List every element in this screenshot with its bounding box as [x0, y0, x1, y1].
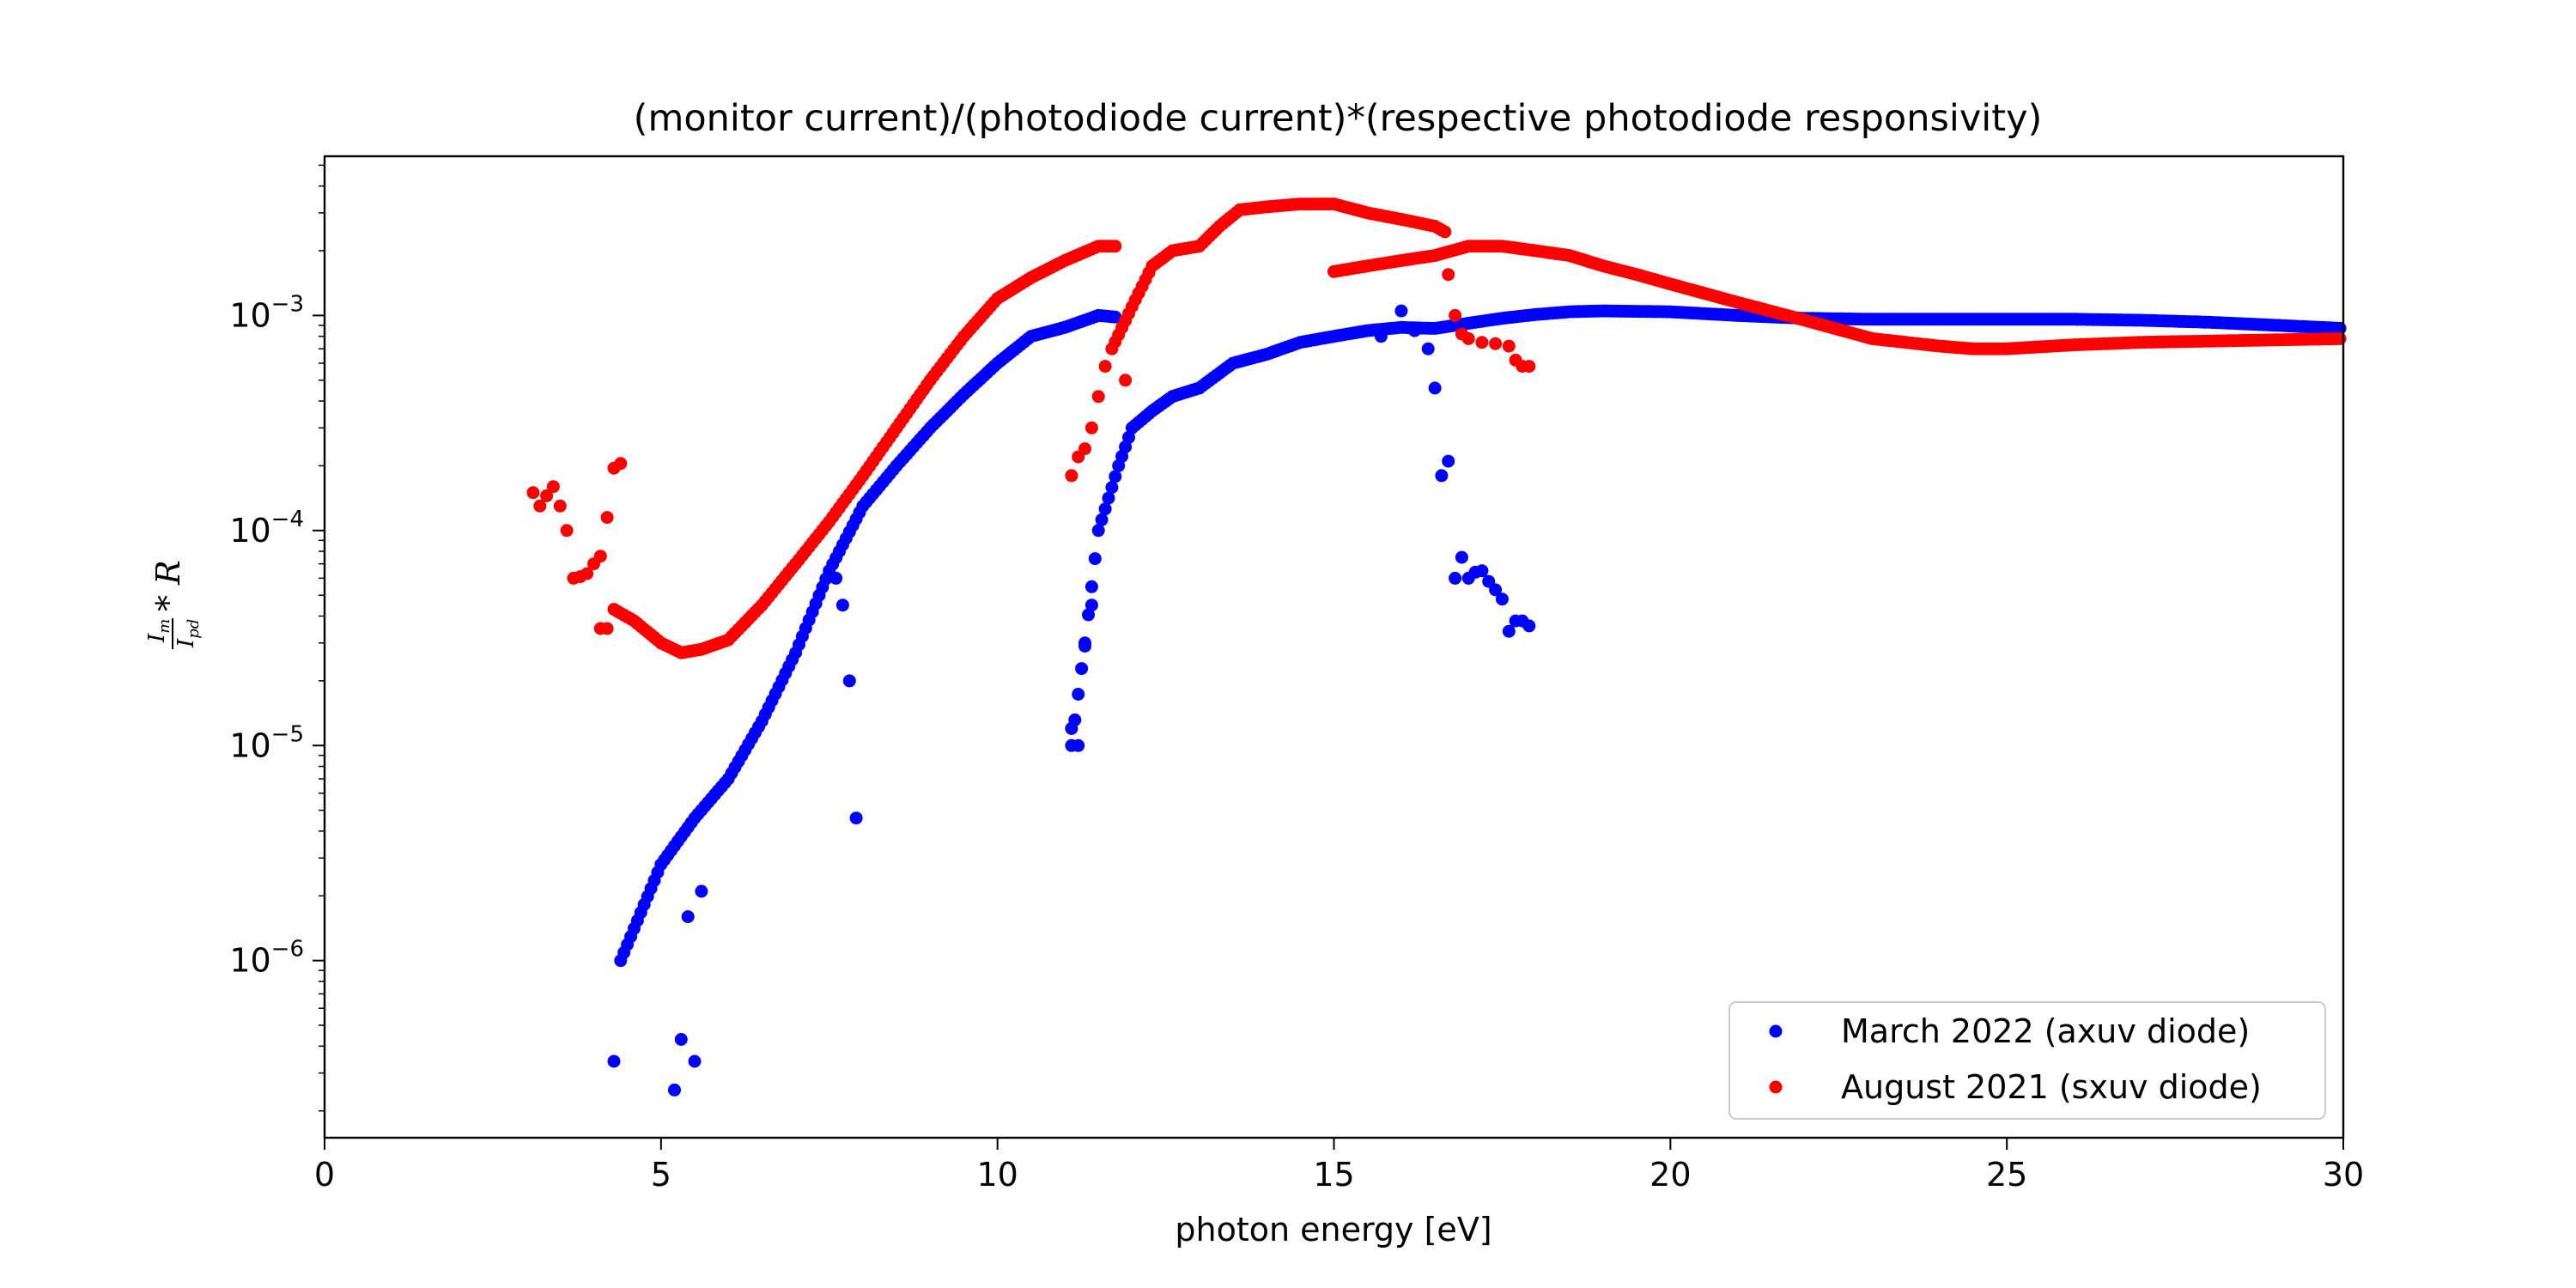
data-point: [1374, 330, 1388, 343]
data-point: [1428, 381, 1442, 395]
data-point: [681, 910, 695, 924]
series-0-points: [607, 304, 2347, 1097]
data-point: [1105, 481, 1119, 495]
x-tick-label: 5: [651, 1156, 671, 1194]
data-point: [849, 811, 863, 825]
data-point: [1449, 571, 1462, 585]
data-point: [1084, 598, 1098, 612]
data-point: [1438, 225, 1452, 239]
y-axis-ticks: 10−6 10−5 10−4 10−3: [229, 164, 325, 1112]
data-point: [1102, 491, 1115, 505]
data-point: [688, 1054, 702, 1068]
x-tick-label: 30: [2323, 1156, 2364, 1194]
y-tick-label: 10−6: [229, 937, 304, 980]
y-tick-label: 10−4: [229, 507, 304, 550]
y-axis-label: Im Ipd * R: [144, 560, 203, 649]
data-point: [580, 567, 594, 580]
data-point: [1502, 624, 1516, 638]
data-point: [1109, 240, 1122, 253]
data-point: [1495, 592, 1509, 606]
data-point: [1408, 324, 1421, 337]
data-point: [1449, 308, 1462, 322]
data-point: [614, 457, 628, 471]
x-tick-label: 10: [976, 1156, 1018, 1194]
data-point: [674, 1033, 688, 1046]
legend-box: [1728, 1001, 2326, 1120]
y-tick-label: 10−3: [229, 291, 304, 334]
x-axis-ticks: 0 5 10 15 20 25 30: [314, 1138, 2364, 1194]
data-point: [1078, 442, 1091, 456]
data-point: [1065, 721, 1078, 735]
legend-label-march: March 2022 (axuv diode): [1841, 1012, 2250, 1050]
data-point: [560, 524, 574, 538]
data-point: [1455, 550, 1468, 564]
series-1-points: [526, 197, 2347, 659]
y-label-numerator: Im: [144, 619, 173, 643]
x-tick-label: 0: [314, 1156, 335, 1194]
data-point: [1475, 564, 1489, 578]
data-point: [2333, 332, 2347, 345]
y-tick-label: 10−5: [229, 721, 304, 764]
y-label-tail: * R: [149, 560, 187, 611]
data-point: [1072, 738, 1085, 752]
data-point: [1421, 342, 1435, 355]
x-tick-label: 25: [1986, 1156, 2027, 1194]
data-point: [540, 489, 554, 502]
data-point: [1095, 513, 1109, 526]
data-point: [1082, 608, 1095, 622]
data-point: [1461, 331, 1475, 345]
data-point: [668, 1083, 681, 1097]
data-point: [842, 674, 856, 688]
plot-points: [526, 197, 2347, 1097]
data-point: [1078, 640, 1091, 653]
y-label-denominator: Ipd: [173, 619, 203, 648]
data-point: [1075, 662, 1089, 676]
data-point: [546, 480, 560, 494]
data-point: [1489, 337, 1503, 350]
data-point: [1435, 469, 1449, 483]
data-point: [1091, 390, 1105, 404]
x-tick-label: 20: [1649, 1156, 1691, 1194]
data-point: [1394, 304, 1408, 318]
data-point: [695, 884, 708, 898]
data-point: [1475, 336, 1489, 349]
data-point: [1109, 310, 1122, 324]
plot-frame: [323, 155, 2345, 1139]
data-point: [526, 486, 540, 500]
data-point: [1084, 421, 1098, 434]
data-point: [600, 511, 614, 525]
data-point: [593, 550, 607, 563]
data-point: [607, 1054, 621, 1068]
data-point: [1088, 552, 1102, 566]
data-point: [1522, 360, 1536, 374]
data-point: [1084, 580, 1098, 593]
data-point: [1502, 339, 1516, 353]
data-point: [1065, 469, 1078, 483]
data-point: [1119, 374, 1133, 387]
data-point: [1442, 268, 1455, 282]
legend-marker-august: [1769, 1080, 1783, 1094]
data-point: [600, 622, 614, 635]
data-point: [1072, 688, 1085, 701]
legend: March 2022 (axuv diode) August 2021 (sxu…: [1728, 1001, 2326, 1120]
data-point: [835, 598, 849, 612]
x-tick-label: 15: [1313, 1156, 1354, 1194]
data-point: [1442, 454, 1455, 468]
data-point: [533, 499, 547, 513]
data-point: [1522, 619, 1536, 633]
data-point: [829, 571, 843, 585]
x-axis-label: photon energy [eV]: [1175, 1211, 1492, 1249]
data-point: [1489, 583, 1503, 597]
data-point: [1098, 502, 1112, 516]
data-point: [1098, 360, 1112, 374]
data-point: [1091, 524, 1105, 538]
legend-marker-march: [1769, 1024, 1783, 1038]
data-point: [553, 499, 567, 513]
data-point: [1109, 470, 1122, 483]
legend-label-august: August 2021 (sxuv diode): [1841, 1068, 2262, 1106]
chart-title: (monitor current)/(photodiode current)*(…: [634, 97, 2043, 140]
